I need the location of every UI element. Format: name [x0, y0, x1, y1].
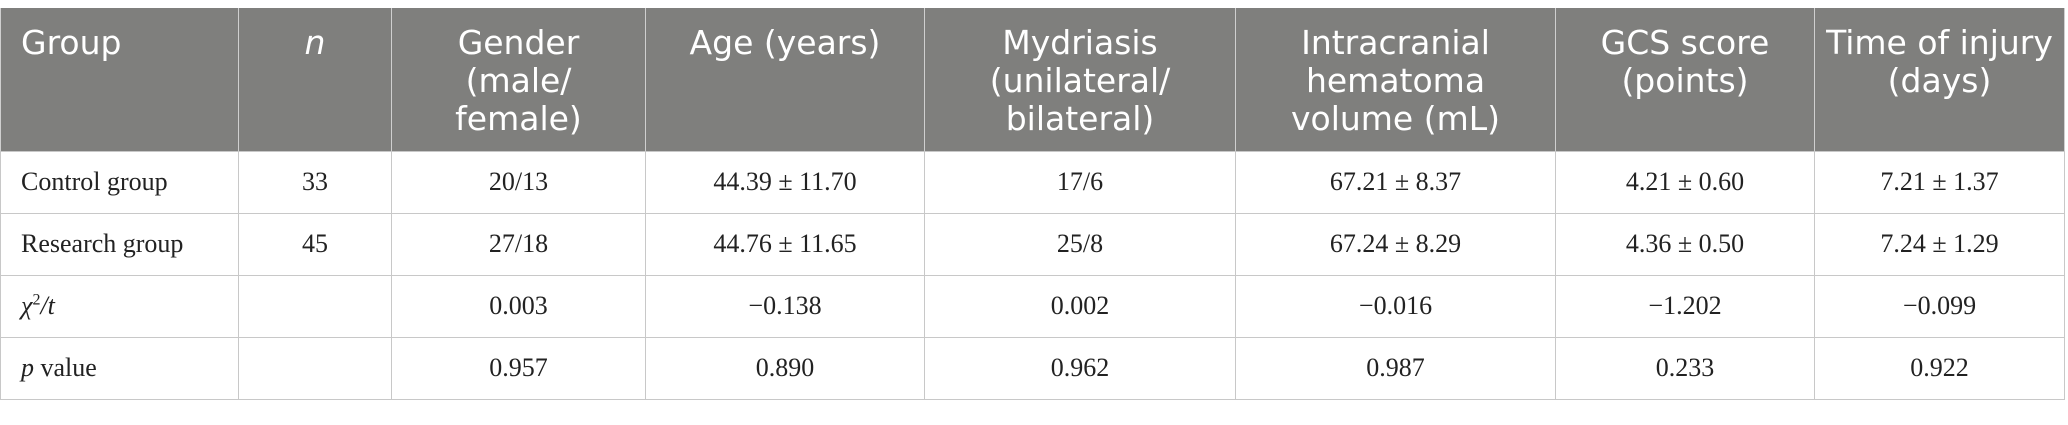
cell-group: Control group: [0, 150, 239, 214]
table-row: χ2/t 0.003 −0.138 0.002 −0.016 −1.202 −0…: [0, 274, 2065, 338]
chi-symbol: χ: [21, 291, 33, 320]
cell-n: [238, 336, 392, 400]
cell-gcs-score: 0.233: [1555, 336, 1815, 400]
header-row: Group n Gender (male/ female) Age (years…: [0, 8, 2065, 152]
header-group: Group: [0, 8, 239, 152]
table-row: p value 0.957 0.890 0.962 0.987 0.233 0.…: [0, 336, 2065, 400]
header-hematoma-volume: Intracranial hematoma volume (mL): [1235, 8, 1556, 152]
cell-time-of-injury: 0.922: [1814, 336, 2065, 400]
header-age: Age (years): [645, 8, 925, 152]
cell-time-of-injury: 7.24 ± 1.29: [1814, 212, 2065, 276]
cell-time-of-injury: 7.21 ± 1.37: [1814, 150, 2065, 214]
table-header: Group n Gender (male/ female) Age (years…: [0, 8, 2065, 152]
cell-mydriasis: 17/6: [924, 150, 1236, 214]
cell-gcs-score: −1.202: [1555, 274, 1815, 338]
cell-age: 44.76 ± 11.65: [645, 212, 925, 276]
table-body: Control group 33 20/13 44.39 ± 11.70 17/…: [0, 150, 2065, 400]
chi-superscript: 2: [32, 291, 41, 309]
cell-hematoma-volume: 67.21 ± 8.37: [1235, 150, 1556, 214]
cell-n: [238, 274, 392, 338]
cell-gender: 20/13: [391, 150, 646, 214]
cell-n: 33: [238, 150, 392, 214]
data-table-container: Group n Gender (male/ female) Age (years…: [0, 8, 2065, 400]
cell-mydriasis: 25/8: [924, 212, 1236, 276]
cell-age: 0.890: [645, 336, 925, 400]
cell-gender: 27/18: [391, 212, 646, 276]
p-value-label: value: [34, 353, 97, 382]
cell-gender: 0.003: [391, 274, 646, 338]
p-symbol: p: [21, 353, 34, 382]
cell-hematoma-volume: −0.016: [1235, 274, 1556, 338]
table-row: Control group 33 20/13 44.39 ± 11.70 17/…: [0, 150, 2065, 214]
cell-time-of-injury: −0.099: [1814, 274, 2065, 338]
cell-hematoma-volume: 0.987: [1235, 336, 1556, 400]
chi-rest: /t: [40, 291, 55, 320]
cell-hematoma-volume: 67.24 ± 8.29: [1235, 212, 1556, 276]
cell-mydriasis: 0.002: [924, 274, 1236, 338]
table-row: Research group 45 27/18 44.76 ± 11.65 25…: [0, 212, 2065, 276]
comparison-table: Group n Gender (male/ female) Age (years…: [0, 8, 2065, 400]
cell-mydriasis: 0.962: [924, 336, 1236, 400]
cell-gcs-score: 4.21 ± 0.60: [1555, 150, 1815, 214]
cell-n: 45: [238, 212, 392, 276]
cell-gender: 0.957: [391, 336, 646, 400]
cell-gcs-score: 4.36 ± 0.50: [1555, 212, 1815, 276]
cell-age: 44.39 ± 11.70: [645, 150, 925, 214]
header-gender: Gender (male/ female): [391, 8, 646, 152]
header-gcs-score: GCS score (points): [1555, 8, 1815, 152]
cell-group: Research group: [0, 212, 239, 276]
header-time-of-injury: Time of injury (days): [1814, 8, 2065, 152]
cell-group-chi-square: χ2/t: [0, 274, 239, 338]
header-n: n: [238, 8, 392, 152]
cell-age: −0.138: [645, 274, 925, 338]
cell-group-p-value: p value: [0, 336, 239, 400]
header-mydriasis: Mydriasis (unilateral/ bilateral): [924, 8, 1236, 152]
